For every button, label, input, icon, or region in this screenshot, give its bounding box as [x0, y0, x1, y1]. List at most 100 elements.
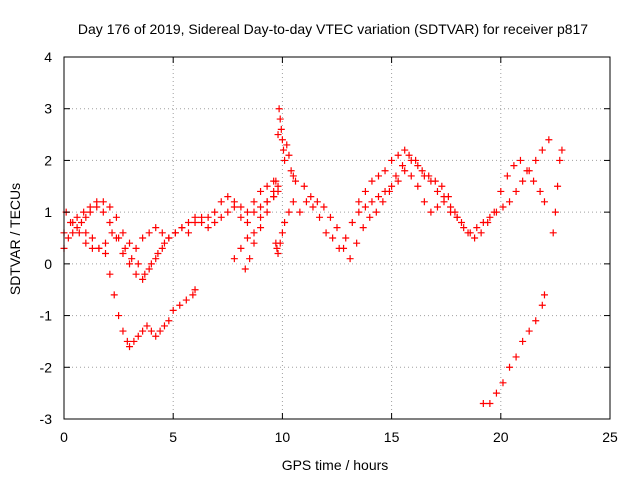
- data-point: [477, 229, 485, 237]
- data-point: [69, 229, 77, 237]
- data-point: [394, 177, 402, 185]
- data-point: [171, 229, 179, 237]
- grid: [64, 57, 610, 419]
- data-point: [381, 167, 389, 175]
- data-point: [182, 296, 190, 304]
- data-point: [512, 187, 520, 195]
- y-axis-label: SDTVAR / TECUs: [7, 183, 23, 295]
- data-point: [433, 187, 441, 195]
- data-point: [554, 182, 562, 190]
- data-point: [126, 343, 134, 351]
- data-point: [385, 187, 393, 195]
- data-point: [277, 125, 285, 133]
- data-point: [538, 146, 546, 154]
- data-point: [499, 203, 507, 211]
- data-point: [348, 218, 356, 226]
- data-point: [374, 193, 382, 201]
- data-point: [287, 167, 295, 175]
- data-point: [283, 141, 291, 149]
- data-point: [447, 208, 455, 216]
- data-point: [326, 213, 334, 221]
- data-point: [545, 136, 553, 144]
- series-track-g: [274, 105, 300, 185]
- data-point: [270, 193, 278, 201]
- data-point: [479, 399, 487, 407]
- data-point: [132, 270, 140, 278]
- data-point: [388, 156, 396, 164]
- data-point: [82, 229, 90, 237]
- series-track-k: [355, 146, 461, 221]
- data-point: [145, 229, 153, 237]
- data-point: [178, 224, 186, 232]
- data-point: [532, 156, 540, 164]
- data-point: [88, 234, 96, 242]
- data-point: [88, 244, 96, 252]
- data-point: [152, 332, 160, 340]
- data-point: [420, 172, 428, 180]
- y-tick-label: 0: [44, 256, 52, 272]
- data-point: [204, 213, 212, 221]
- x-tick-label: 15: [384, 429, 400, 445]
- data-point: [224, 193, 232, 201]
- data-point: [191, 286, 199, 294]
- data-point: [243, 218, 251, 226]
- data-point: [158, 229, 166, 237]
- data-point: [536, 187, 544, 195]
- data-point: [275, 105, 283, 113]
- data-point: [191, 218, 199, 226]
- data-point: [64, 234, 72, 242]
- data-point: [506, 363, 514, 371]
- y-tick-label: 1: [44, 204, 52, 220]
- data-point: [392, 172, 400, 180]
- data-point: [119, 250, 127, 258]
- data-point: [289, 172, 297, 180]
- data-point: [549, 229, 557, 237]
- data-point: [101, 250, 109, 258]
- data-point: [158, 244, 166, 252]
- data-point: [132, 244, 140, 252]
- data-point: [274, 250, 282, 258]
- data-point: [444, 193, 452, 201]
- data-point: [106, 218, 114, 226]
- data-point: [278, 136, 286, 144]
- data-point: [519, 337, 527, 345]
- data-point: [540, 291, 548, 299]
- data-point: [471, 234, 479, 242]
- data-point: [333, 224, 341, 232]
- data-point: [281, 218, 289, 226]
- data-point: [361, 203, 369, 211]
- data-point: [418, 167, 426, 175]
- series-track-b: [60, 193, 278, 252]
- data-point: [106, 203, 114, 211]
- data-point: [307, 193, 315, 201]
- data-point: [184, 229, 192, 237]
- y-tick-label: 3: [44, 101, 52, 117]
- data-point: [211, 208, 219, 216]
- series-track-l: [479, 291, 548, 407]
- data-point: [134, 260, 142, 268]
- data-point: [108, 229, 116, 237]
- data-point: [147, 260, 155, 268]
- data-point: [99, 208, 107, 216]
- data-point: [460, 224, 468, 232]
- data-point: [115, 312, 123, 320]
- data-point: [510, 162, 518, 170]
- data-point: [121, 244, 129, 252]
- data-point: [184, 218, 192, 226]
- data-point: [532, 317, 540, 325]
- data-point: [160, 322, 168, 330]
- data-point: [119, 327, 127, 335]
- data-point: [95, 244, 103, 252]
- x-tick-label: 10: [275, 429, 291, 445]
- data-point: [556, 156, 564, 164]
- data-point: [69, 218, 77, 226]
- y-tick-label: -2: [40, 359, 53, 375]
- data-point: [237, 213, 245, 221]
- series-track-d: [82, 229, 168, 278]
- data-point: [289, 198, 297, 206]
- data-point: [250, 208, 258, 216]
- data-point: [285, 208, 293, 216]
- data-point: [145, 265, 153, 273]
- data-point: [82, 239, 90, 247]
- data-point: [414, 182, 422, 190]
